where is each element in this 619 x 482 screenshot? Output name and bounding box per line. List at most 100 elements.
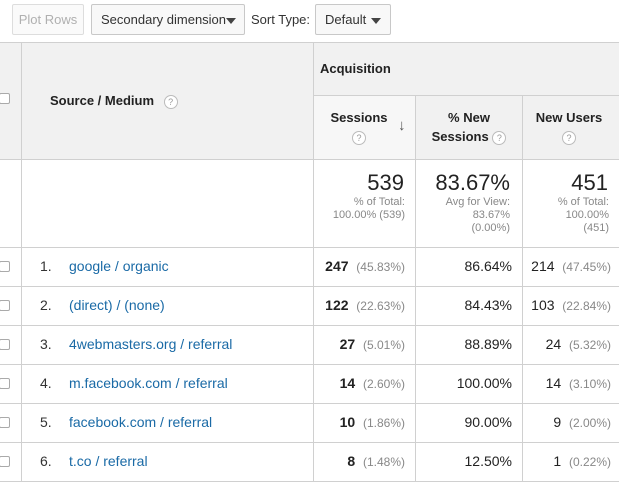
sort-descending-icon[interactable]: ↓ [398, 117, 406, 134]
new-users-value: 9 [553, 414, 562, 430]
new-sessions-cell: 84.43% [464, 297, 512, 313]
sessions-value: 14 [339, 375, 356, 391]
source-medium-header-label: Source / Medium [50, 93, 155, 108]
plot-rows-button[interactable]: Plot Rows [12, 4, 84, 35]
report-table: Source / Medium ? Acquisition Sessions ?… [0, 42, 619, 482]
new-users-header-label: New Users [535, 110, 603, 125]
sessions-cell: 10 (1.86%) [340, 414, 405, 430]
new-sessions-header-label-2: Sessions [431, 129, 489, 144]
sessions-column-header[interactable]: Sessions ? [313, 108, 405, 146]
source-medium-link[interactable]: facebook.com / referral [69, 414, 213, 430]
sessions-value: 10 [339, 414, 356, 430]
new-users-total-note-2: 100.00% [565, 209, 609, 221]
row-checkbox[interactable] [0, 261, 10, 272]
new-users-value: 24 [545, 336, 562, 352]
chevron-down-icon [371, 18, 381, 24]
sessions-total-note: % of Total: 100.00% (539) [333, 196, 405, 222]
new-users-value: 103 [531, 297, 555, 313]
help-icon[interactable]: ? [562, 131, 576, 145]
new-sessions-cell: 86.64% [464, 258, 512, 274]
new-users-cell: 24 (5.32%) [546, 336, 611, 352]
row-checkbox[interactable] [0, 456, 10, 467]
new-users-percent: (3.10%) [568, 377, 611, 391]
source-medium-link[interactable]: google / organic [69, 258, 169, 274]
row-number: 4. [40, 375, 52, 391]
new-sessions-cell: 88.89% [464, 336, 512, 352]
row-checkbox[interactable] [0, 339, 10, 350]
sessions-cell: 14 (2.60%) [340, 375, 405, 391]
new-users-value: 14 [545, 375, 562, 391]
sessions-percent: (22.63%) [356, 299, 405, 313]
new-users-percent: (0.22%) [568, 455, 611, 469]
secondary-dimension-dropdown[interactable]: Secondary dimension [91, 4, 245, 35]
new-users-cell: 103 (22.84%) [531, 297, 611, 313]
row-number: 2. [40, 297, 52, 313]
help-icon[interactable]: ? [163, 95, 178, 109]
sessions-percent: (45.83%) [356, 260, 405, 274]
new-users-cell: 1 (0.22%) [553, 453, 611, 469]
new-users-total-note: % of Total: 100.00% (451) [558, 196, 609, 235]
sessions-percent: (2.60%) [362, 377, 405, 391]
source-medium-header[interactable]: Source / Medium ? [50, 91, 178, 110]
new-sessions-avg-note-2: 83.67% [472, 209, 510, 221]
sort-type-value: Default [325, 12, 367, 27]
new-users-percent: (2.00%) [568, 416, 611, 430]
source-medium-link[interactable]: (direct) / (none) [69, 297, 165, 313]
sessions-cell: 122 (22.63%) [325, 297, 405, 313]
row-number: 1. [40, 258, 52, 274]
chevron-down-icon [226, 18, 236, 24]
sessions-cell: 247 (45.83%) [325, 258, 405, 274]
new-sessions-cell: 100.00% [456, 375, 512, 391]
row-number: 3. [40, 336, 52, 352]
row-checkbox[interactable] [0, 417, 10, 428]
new-users-total-note-1: % of Total: [557, 196, 609, 208]
new-users-percent: (22.84%) [562, 299, 611, 313]
new-users-total-note-3: (451) [583, 222, 609, 234]
plot-rows-label: Plot Rows [18, 12, 78, 27]
source-medium-link[interactable]: m.facebook.com / referral [69, 375, 228, 391]
help-icon[interactable]: ? [352, 131, 366, 145]
new-sessions-header-label-1: % New [448, 110, 490, 125]
new-users-cell: 9 (2.00%) [553, 414, 611, 430]
new-users-total: 451 [571, 170, 608, 195]
new-sessions-avg-note-1: Avg for View: [445, 196, 510, 208]
new-sessions-avg-note: Avg for View: 83.67% (0.00%) [446, 196, 510, 235]
new-users-percent: (5.32%) [568, 338, 611, 352]
new-sessions-cell: 12.50% [464, 453, 512, 469]
sessions-cell: 27 (5.01%) [340, 336, 405, 352]
sessions-cell: 8 (1.48%) [347, 453, 405, 469]
sessions-header-label: Sessions [330, 110, 388, 125]
sessions-percent: (1.86%) [362, 416, 405, 430]
row-checkbox[interactable] [0, 300, 10, 311]
new-users-cell: 214 (47.45%) [531, 258, 611, 274]
new-users-cell: 14 (3.10%) [546, 375, 611, 391]
new-sessions-cell: 90.00% [464, 414, 512, 430]
row-checkbox[interactable] [0, 378, 10, 389]
sessions-percent: (1.48%) [362, 455, 405, 469]
table-toolbar: Plot Rows Secondary dimension Sort Type:… [0, 0, 619, 42]
row-number: 5. [40, 414, 52, 430]
sort-type-label: Sort Type: [251, 12, 311, 27]
help-icon[interactable]: ? [492, 131, 507, 145]
sessions-value: 8 [347, 453, 356, 469]
secondary-dimension-label: Secondary dimension [101, 12, 227, 27]
new-sessions-avg-note-3: (0.00%) [471, 222, 510, 234]
sessions-total-note-2: 100.00% (539) [332, 209, 405, 221]
sessions-percent: (5.01%) [362, 338, 405, 352]
sessions-total: 539 [367, 170, 404, 195]
new-users-value: 1 [553, 453, 562, 469]
acquisition-group-header: Acquisition [320, 61, 391, 76]
new-sessions-column-header[interactable]: % New Sessions ? [416, 108, 522, 146]
new-sessions-avg: 83.67% [435, 170, 510, 195]
sessions-value: 27 [339, 336, 356, 352]
source-medium-link[interactable]: 4webmasters.org / referral [69, 336, 233, 352]
source-medium-link[interactable]: t.co / referral [69, 453, 148, 469]
row-number: 6. [40, 453, 52, 469]
new-users-column-header[interactable]: New Users ? [523, 108, 615, 146]
new-users-percent: (47.45%) [562, 260, 611, 274]
sort-type-dropdown[interactable]: Default [315, 4, 391, 35]
sessions-value: 122 [325, 297, 349, 313]
select-all-checkbox[interactable] [0, 93, 10, 104]
sessions-value: 247 [325, 258, 349, 274]
sessions-total-note-1: % of Total: [353, 196, 405, 208]
